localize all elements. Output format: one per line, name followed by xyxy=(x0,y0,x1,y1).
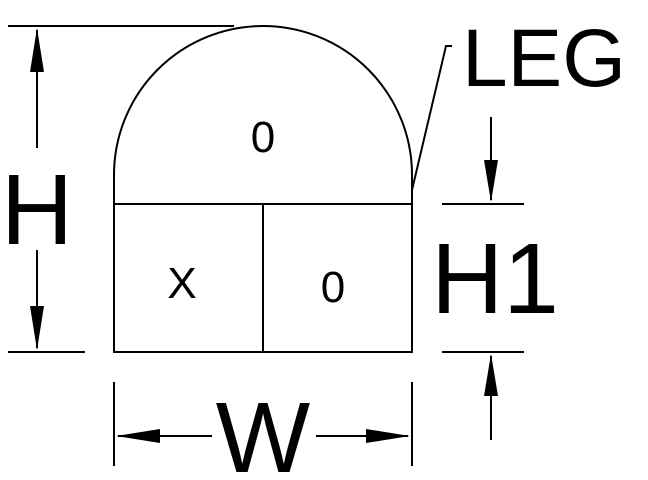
h1-arrow-up xyxy=(484,354,498,396)
height-label: H xyxy=(1,154,73,266)
width-dimension: W xyxy=(113,382,413,480)
height-arrow-down xyxy=(30,306,44,350)
height-arrow-up xyxy=(30,28,44,72)
width-arrow-right xyxy=(366,429,410,443)
width-arrow-left xyxy=(116,429,160,443)
leg-leader-line xyxy=(411,45,452,191)
lower-height-dimension: H1 xyxy=(431,117,559,440)
leg-label: LEG xyxy=(462,13,626,104)
lower-left-cell-label: X xyxy=(167,259,196,308)
lower-height-label: H1 xyxy=(431,223,559,335)
width-label: W xyxy=(216,382,311,480)
lower-right-cell-label: 0 xyxy=(321,263,345,312)
h1-arrow-down xyxy=(484,160,498,202)
dome-arc xyxy=(113,25,413,204)
leg-callout: LEG xyxy=(411,13,626,191)
height-dimension: H xyxy=(1,25,234,353)
top-cell-label: 0 xyxy=(251,113,275,162)
